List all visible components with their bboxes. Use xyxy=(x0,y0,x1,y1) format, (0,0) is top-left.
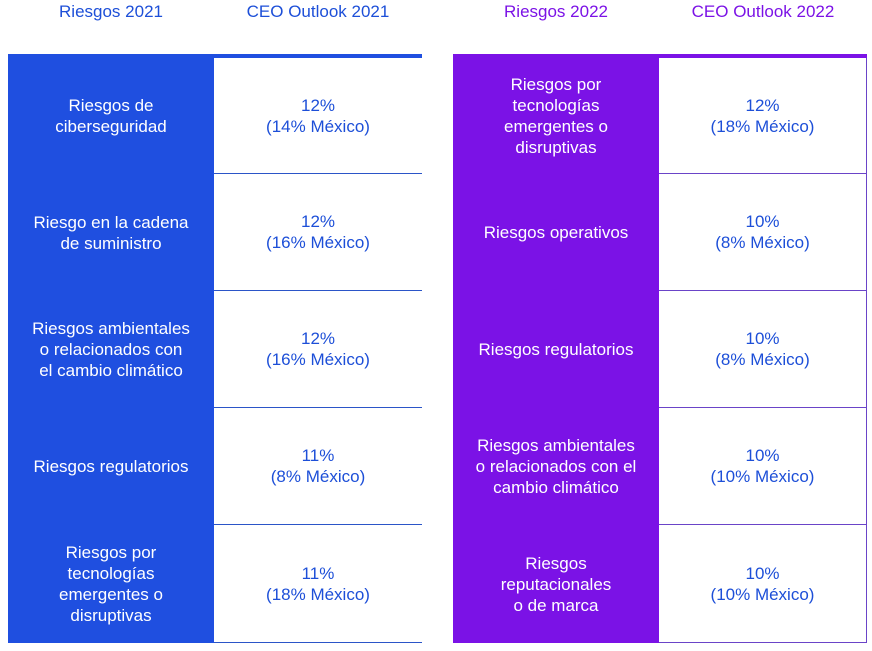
value-pct: 10% xyxy=(745,212,780,231)
risk-label: Riesgos ambientales o relacionados con e… xyxy=(475,436,637,497)
risk-cell: Riesgos por tecnologías emergentes o dis… xyxy=(453,58,659,174)
table-2021: Riesgos de ciberseguridad 12% (14% Méxic… xyxy=(8,54,422,644)
value-mexico: (10% México) xyxy=(710,467,815,486)
risk-cell: Riesgos ambientales o relacionados con e… xyxy=(453,408,659,525)
risk-label: Riesgos ambientales o relacionados con e… xyxy=(32,319,190,380)
risk-cell: Riesgo en la cadena de suministro xyxy=(8,174,214,291)
value-pct: 10% xyxy=(745,563,780,583)
risk-label: Riesgos por tecnologías emergentes o dis… xyxy=(504,75,608,157)
value-pct: 11% xyxy=(301,446,335,465)
table-2021-top-rule xyxy=(8,54,422,58)
table-row: Riesgos ambientales o relacionados con e… xyxy=(453,408,867,525)
risk-cell: Riesgos ambientales o relacionados con e… xyxy=(8,291,214,408)
table-row: Riesgos operativos 10% (8% México) xyxy=(453,174,867,291)
value-mexico: (18% México) xyxy=(710,116,815,136)
value-cell: 10% (8% México) xyxy=(659,291,867,408)
value-cell: 12% (18% México) xyxy=(659,58,867,174)
value-mexico: (16% México) xyxy=(266,233,370,252)
value-mexico: (16% México) xyxy=(266,350,370,369)
value-cell: 12% (14% México) xyxy=(214,58,422,174)
value-cell: 10% (8% México) xyxy=(659,174,867,291)
value-mexico: (8% México) xyxy=(270,467,366,486)
risk-cell: Riesgos reputacionales o de marca xyxy=(453,525,659,643)
table-row: Riesgo en la cadena de suministro 12% (1… xyxy=(8,174,422,291)
value-cell: 10% (10% México) xyxy=(659,408,867,525)
table-row: Riesgos regulatorios 10% (8% México) xyxy=(453,291,867,408)
risk-cell: Riesgos regulatorios xyxy=(453,291,659,408)
value-mexico: (18% México) xyxy=(266,584,370,604)
value-pct: 11% xyxy=(301,563,335,583)
table-row: Riesgos por tecnologías emergentes o dis… xyxy=(453,58,867,174)
table-row: Riesgos regulatorios 11% (8% México) xyxy=(8,408,422,525)
value-cell: 12% (16% México) xyxy=(214,291,422,408)
table-2022: Riesgos por tecnologías emergentes o dis… xyxy=(453,54,867,644)
value-pct: 12% xyxy=(300,212,336,231)
value-cell: 11% (18% México) xyxy=(214,525,422,643)
header-ceo-outlook-2021: CEO Outlook 2021 xyxy=(246,2,390,21)
value-cell: 11% (8% México) xyxy=(214,408,422,525)
value-pct: 12% xyxy=(300,95,336,115)
risk-label: Riesgos de ciberseguridad xyxy=(55,96,167,136)
risk-cell: Riesgos operativos xyxy=(453,174,659,291)
value-mexico: (10% México) xyxy=(710,584,815,604)
risk-label: Riesgos operativos xyxy=(483,223,629,242)
risk-label: Riesgos regulatorios xyxy=(478,340,634,359)
risk-cell: Riesgos regulatorios xyxy=(8,408,214,525)
header-ceo-outlook-2022: CEO Outlook 2022 xyxy=(691,2,835,21)
value-cell: 12% (16% México) xyxy=(214,174,422,291)
header-riesgos-2021: Riesgos 2021 xyxy=(59,2,163,21)
table-row: Riesgos ambientales o relacionados con e… xyxy=(8,291,422,408)
table-2022-top-rule xyxy=(453,54,867,58)
value-mexico: (8% México) xyxy=(715,233,810,252)
value-pct: 10% xyxy=(745,329,780,348)
risk-cell: Riesgos de ciberseguridad xyxy=(8,58,214,174)
value-pct: 12% xyxy=(300,329,336,348)
risk-cell: Riesgos por tecnologías emergentes o dis… xyxy=(8,525,214,643)
risk-label: Riesgos reputacionales o de marca xyxy=(500,553,612,615)
value-pct: 10% xyxy=(745,446,780,465)
value-cell: 10% (10% México) xyxy=(659,525,867,643)
risk-label: Riesgo en la cadena de suministro xyxy=(33,212,189,253)
value-mexico: (14% México) xyxy=(266,116,370,136)
value-mexico: (8% México) xyxy=(715,350,810,369)
risk-label: Riesgos por tecnologías emergentes o dis… xyxy=(59,543,163,625)
risk-label: Riesgos regulatorios xyxy=(33,457,189,476)
table-row: Riesgos por tecnologías emergentes o dis… xyxy=(8,525,422,643)
header-riesgos-2022: Riesgos 2022 xyxy=(504,2,608,21)
table-row: Riesgos reputacionales o de marca 10% (1… xyxy=(453,525,867,643)
value-pct: 12% xyxy=(745,95,780,115)
table-row: Riesgos de ciberseguridad 12% (14% Méxic… xyxy=(8,58,422,174)
